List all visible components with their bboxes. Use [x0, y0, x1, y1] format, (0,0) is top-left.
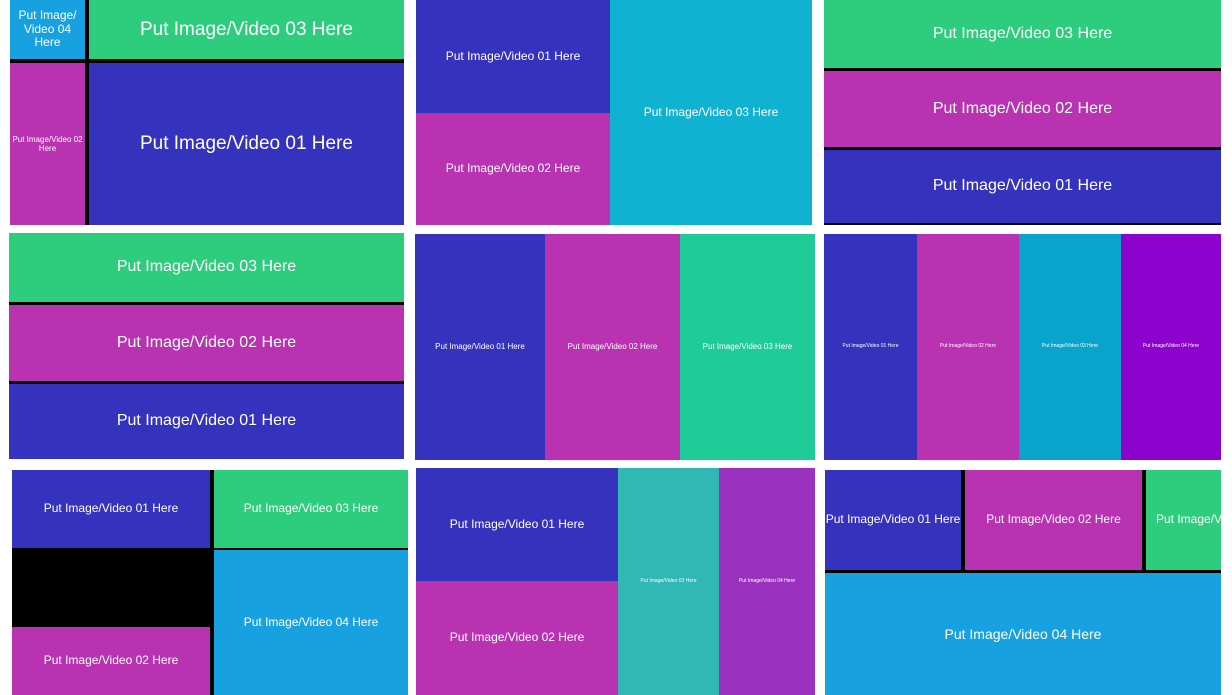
placeholder-label: Put Image/Video 02 Here [567, 342, 658, 352]
layout-tile-4[interactable]: Put Image/Video 03 Here Put Image/Video … [9, 233, 404, 459]
placeholder-cell[interactable]: Put Image/Video 04 Here [719, 468, 815, 695]
placeholder-cell[interactable]: Put Image/Video 02 Here [824, 71, 1221, 147]
placeholder-label: Put Image/Video 04 Here [738, 577, 796, 584]
placeholder-cell[interactable]: Put Image/Video 04 Here [825, 573, 1221, 695]
layout-tile-7[interactable]: Put Image/Video 01 Here Put Image/Video … [12, 470, 408, 695]
placeholder-cell[interactable]: Put Image/Video 02 Here [9, 305, 404, 381]
placeholder-label: Put Image/Video 03 Here [116, 258, 297, 276]
placeholder-label: Put Image/Video 03 Here [932, 24, 1113, 42]
placeholder-label: Put Image/Video 01 Here [445, 48, 581, 63]
placeholder-cell[interactable]: Put Image/Video 02 Here [10, 63, 85, 225]
placeholder-cell[interactable]: Put Image/Video 02 Here [416, 113, 610, 225]
empty-black-cell[interactable] [12, 550, 210, 626]
placeholder-label: Put Image/Video 02 Here [445, 161, 581, 176]
placeholder-label: Put Image/Video 01 Here [842, 343, 899, 350]
placeholder-cell[interactable]: Put Image/Video 03 Here [824, 0, 1221, 68]
placeholder-cell[interactable]: Put Image/Video 02 Here [12, 627, 210, 695]
placeholder-cell[interactable]: Put Image/Video 03 Here [610, 0, 812, 225]
layout-tile-1[interactable]: Put Image/ Video 04 Here Put Image/Video… [10, 0, 404, 225]
placeholder-cell[interactable]: Put Image/ Video 04 Here [10, 0, 85, 59]
placeholder-label: Put Image/Video 03 Here [1041, 343, 1099, 350]
layout-tile-6[interactable]: Put Image/Video 01 Here Put Image/Video … [824, 234, 1221, 460]
placeholder-label: Put Image/Video 01 Here [139, 133, 353, 155]
placeholder-cell[interactable]: Put Image/Video 03 Here [1019, 234, 1121, 460]
placeholder-cell[interactable]: Put Image/Video 01 Here [9, 384, 404, 459]
layout-tile-2[interactable]: Put Image/Video 01 Here Put Image/Video … [416, 0, 812, 225]
layout-tile-5[interactable]: Put Image/Video 01 Here Put Image/Video … [415, 234, 815, 460]
placeholder-cell[interactable]: Put Image/Video 03 Here [214, 470, 408, 548]
placeholder-label: Put Image/Video 01 Here [449, 516, 585, 531]
placeholder-cell[interactable]: Put Image/Video 01 Here [89, 63, 404, 225]
placeholder-label: Put Image/Video 03 Here [702, 342, 793, 352]
placeholder-label: Put Image/Video 01 Here [932, 177, 1113, 195]
placeholder-cell[interactable]: Put Image/Video 02 Here [917, 234, 1019, 460]
placeholder-label: Put Image/Video 02 Here [449, 630, 585, 645]
placeholder-cell[interactable]: Put Image/Video 01 Here [824, 234, 917, 460]
placeholder-cell[interactable]: Put Image/Video 03 Here [89, 0, 404, 59]
placeholder-label: Put Image/Video 04 Here [1142, 343, 1200, 350]
layout-tile-9[interactable]: Put Image/Video 01 Here Put Image/Video … [825, 470, 1221, 695]
placeholder-cell[interactable]: Put Image/Video 02 Here [416, 581, 618, 695]
placeholder-cell[interactable]: Put Image/Video 03 Here [9, 233, 404, 302]
placeholder-cell[interactable]: Put Image/Video 04 Here [214, 550, 408, 695]
placeholder-cell[interactable]: Put Image/Video 04 Here [1121, 234, 1221, 460]
placeholder-label: Put Image/Video 01 Here [825, 512, 961, 527]
placeholder-cell[interactable]: Put Image/Video 01 Here [416, 0, 610, 113]
placeholder-label: Put Image/Video 03 Here [643, 104, 779, 119]
placeholder-cell[interactable]: Put Image/Video 03 Here [680, 234, 815, 460]
placeholder-label: Put Image/Video 02 Here [43, 653, 179, 668]
placeholder-label: Put Image/Video 02 Here [986, 512, 1121, 527]
placeholder-label: Put Image/Video 01 Here [43, 501, 179, 516]
placeholder-cell[interactable]: Put Image/Video 01 Here [415, 234, 545, 460]
placeholder-label: Put Image/Video 03 Here [640, 577, 697, 584]
placeholder-label: Put Image/Video 02 Here [932, 99, 1113, 117]
placeholder-label: Put Image/Video 03 Here [139, 18, 353, 40]
placeholder-label: Put Image/Video 03 Here [1156, 512, 1221, 527]
placeholder-label: Put Image/Video 02 Here [939, 343, 997, 350]
placeholder-cell[interactable]: Put Image/Video 03 Here [1146, 470, 1221, 570]
placeholder-cell[interactable]: Put Image/Video 01 Here [416, 468, 618, 581]
placeholder-label: Put Image/Video 02 Here [116, 333, 297, 351]
placeholder-label: Put Image/Video 01 Here [116, 412, 297, 430]
placeholder-cell[interactable]: Put Image/Video 02 Here [965, 470, 1142, 570]
placeholder-label: Put Image/Video 02 Here [12, 134, 83, 153]
placeholder-label: Put Image/Video 04 Here [243, 614, 379, 629]
placeholder-cell[interactable]: Put Image/Video 01 Here [824, 150, 1221, 223]
placeholder-label: Put Image/Video 01 Here [435, 342, 525, 352]
placeholder-cell[interactable]: Put Image/Video 02 Here [545, 234, 680, 460]
placeholder-cell[interactable]: Put Image/Video 01 Here [12, 470, 210, 548]
placeholder-label: Put Image/Video 04 Here [944, 625, 1102, 642]
placeholder-label: Put Image/ Video 04 Here [18, 7, 77, 50]
layout-tile-8[interactable]: Put Image/Video 01 Here Put Image/Video … [416, 468, 815, 695]
placeholder-label: Put Image/Video 03 Here [243, 501, 379, 516]
placeholder-cell[interactable]: Put Image/Video 03 Here [618, 468, 719, 695]
placeholder-cell[interactable]: Put Image/Video 01 Here [825, 470, 961, 570]
layout-tile-3[interactable]: Put Image/Video 03 Here Put Image/Video … [824, 0, 1221, 225]
